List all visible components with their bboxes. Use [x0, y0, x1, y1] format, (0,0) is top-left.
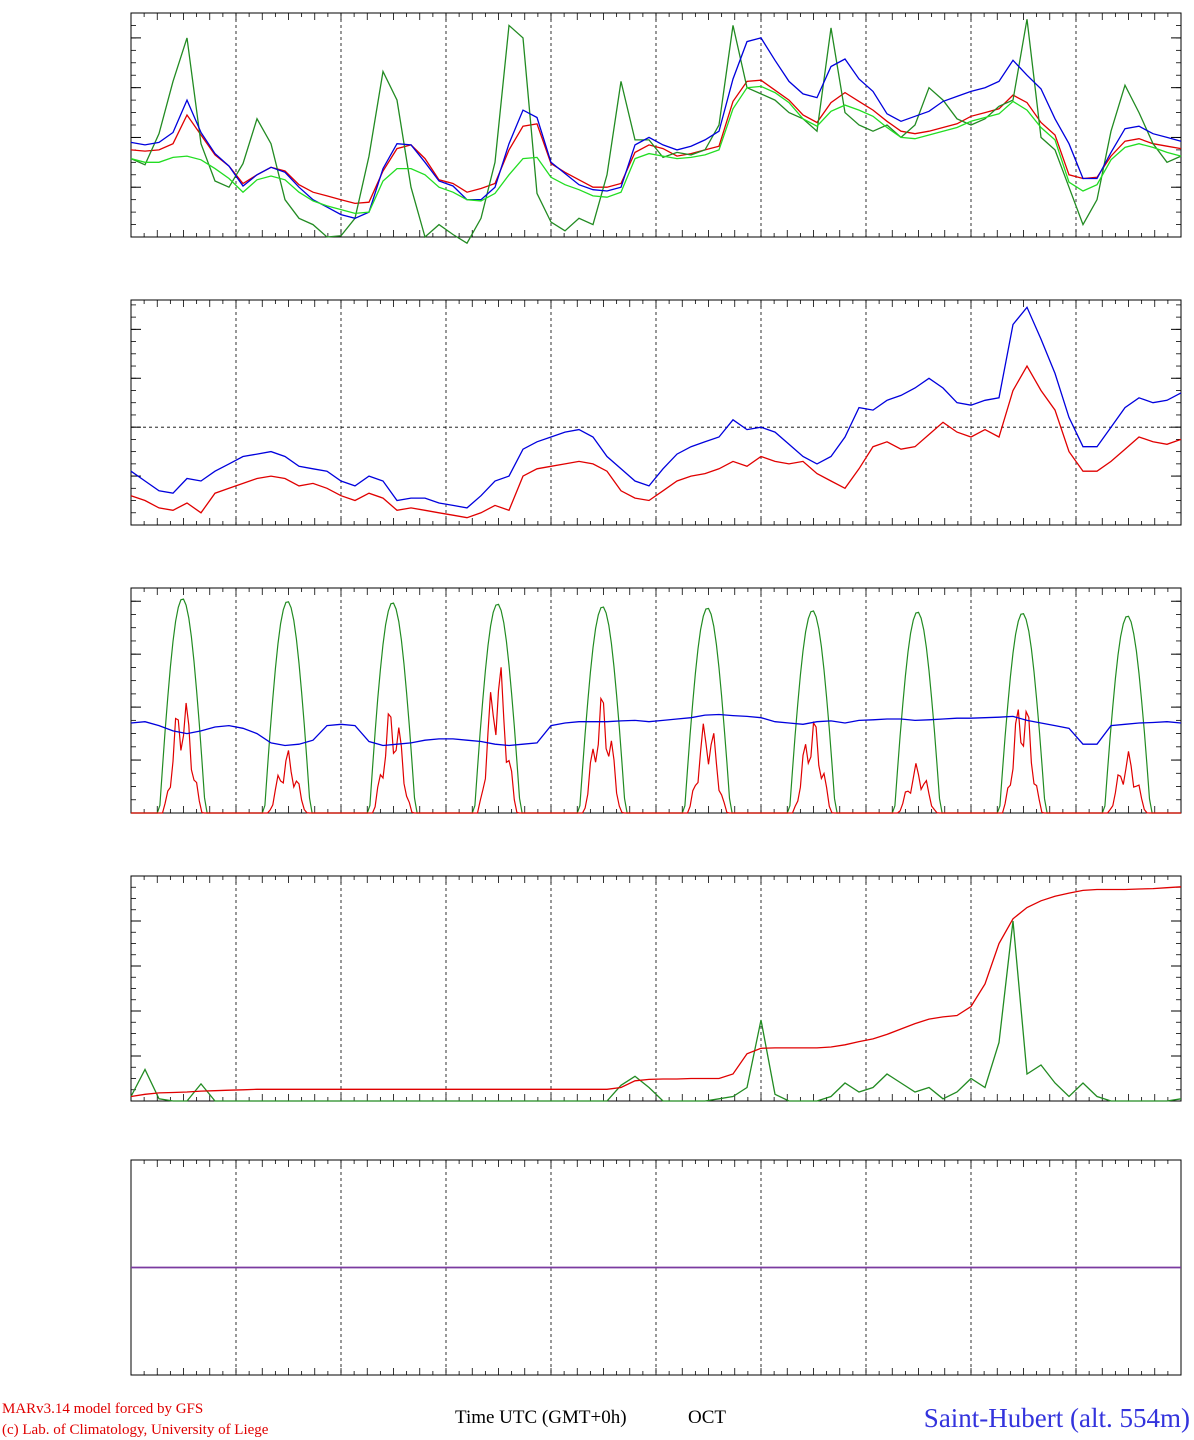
panel-1 — [130, 12, 1182, 245]
panel-3 — [130, 587, 1182, 814]
series-line-Liquid precip (mm/h) — [130, 920, 1182, 1102]
panel-5 — [130, 1159, 1182, 1376]
panel-2 — [130, 299, 1182, 526]
model-credit: MARv3.14 model forced by GFS — [2, 1401, 203, 1417]
plot-frame — [130, 299, 1182, 526]
series-line-Vigne temp — [130, 19, 1182, 245]
series-line-Total cumulated (cm) — [130, 886, 1182, 1098]
month-axis-label: OCT — [688, 1407, 726, 1428]
series-line-Infrared — [130, 713, 1182, 747]
series-line-Wind gust — [130, 306, 1182, 509]
series-solar — [131, 667, 1181, 814]
plot-frame — [130, 587, 1182, 814]
series-line-Temperature — [130, 79, 1182, 205]
time-axis-label: Time UTC (GMT+0h) — [455, 1407, 627, 1428]
copyright-credit: (c) Lab. of Climatology, University of L… — [2, 1422, 269, 1438]
series-line-Humidex — [130, 37, 1182, 219]
panel-4 — [130, 875, 1182, 1102]
series-line-Wind speed — [130, 364, 1182, 519]
series-line-DewPoint Temp — [130, 85, 1182, 215]
station-title: Saint-Hubert (alt. 554m) — [924, 1403, 1190, 1433]
